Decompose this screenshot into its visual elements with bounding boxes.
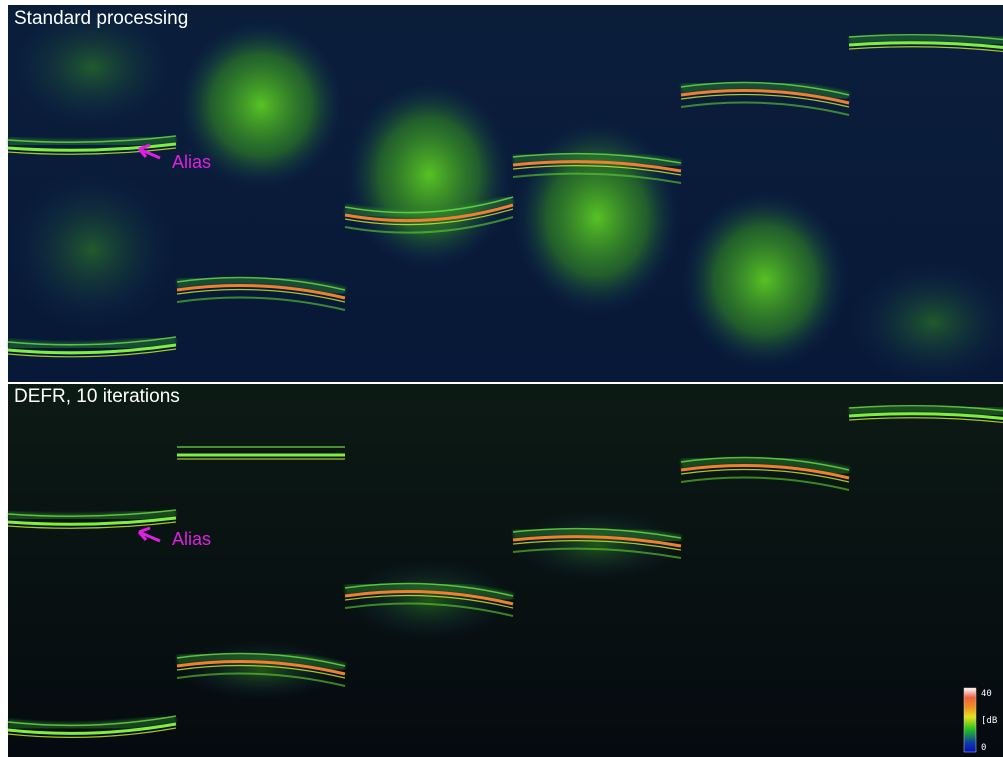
colorbar-label: 40 (981, 689, 992, 699)
panel-title: DEFR, 10 iterations (14, 386, 180, 407)
figure: Standard processing DEFR, 10 iterations … (0, 0, 1003, 757)
annotation: Alias (172, 152, 211, 172)
speckle-haze (345, 80, 513, 270)
panel-divider (8, 382, 1003, 384)
speckle-haze (849, 260, 1003, 385)
speckle-haze (681, 190, 849, 370)
speckle-haze (513, 120, 681, 315)
colorbar-label: [dB (981, 716, 997, 726)
colorbar (964, 688, 976, 752)
speckle-haze (8, 170, 176, 330)
panel-title: Standard processing (14, 8, 188, 29)
colorbar-label: 0 (981, 743, 986, 753)
annotation: Alias (172, 529, 211, 549)
speckle-haze (513, 510, 681, 580)
